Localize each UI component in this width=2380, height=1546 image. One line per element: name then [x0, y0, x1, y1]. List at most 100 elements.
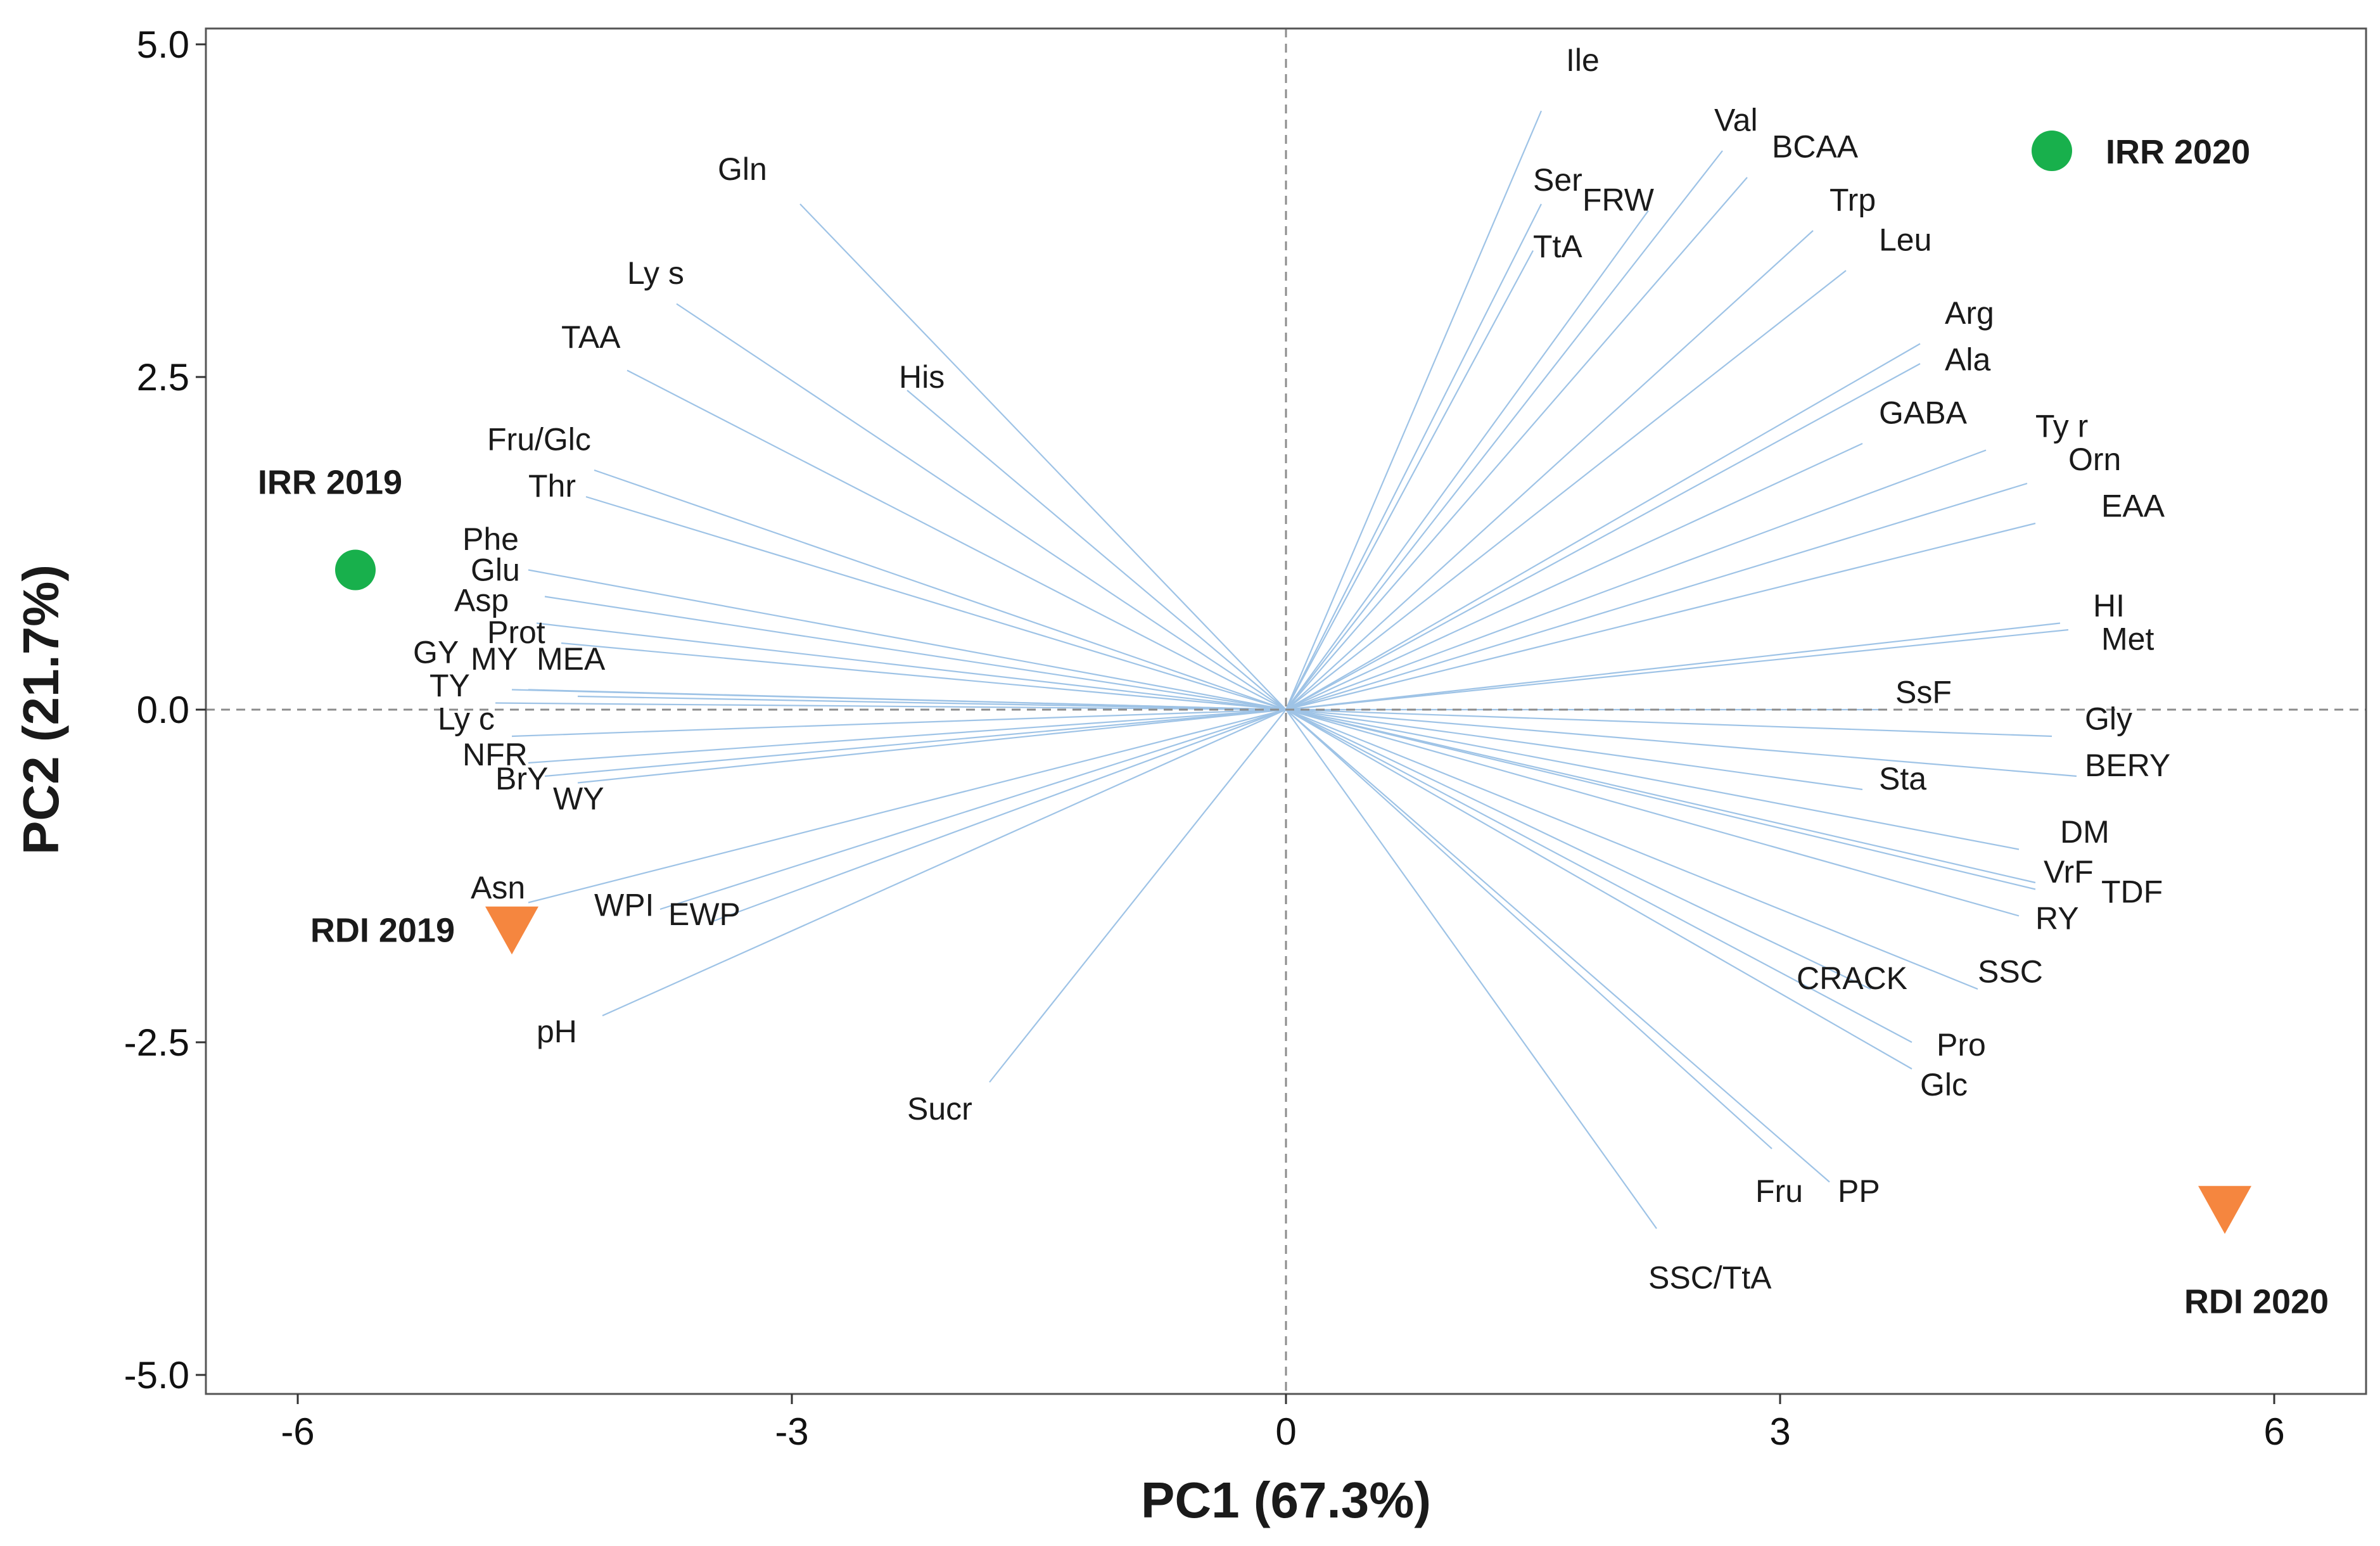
loading-vector-ly-s	[676, 303, 1287, 710]
variable-label-ewp: EWP	[668, 897, 741, 932]
variable-label-ssc-tta: SSC/TtA	[1648, 1260, 1772, 1296]
variable-label-mea: MEA	[537, 641, 606, 677]
variable-label-ly-c: Ly c	[438, 701, 495, 737]
loading-vector-tta	[1285, 250, 1534, 710]
variable-label-gaba: GABA	[1879, 395, 1968, 431]
loading-vector-mea	[577, 695, 1287, 711]
observation-label-rdi-2019: RDI 2019	[310, 912, 455, 950]
loading-vector-hi	[1285, 622, 2061, 711]
variable-label-tta: TtA	[1533, 229, 1582, 264]
variable-label-ty-r: Ty r	[2035, 409, 2088, 444]
loading-vector-asp	[536, 622, 1287, 711]
variable-label-gln: Gln	[718, 151, 767, 187]
loading-vector-sta	[1285, 708, 1863, 791]
variable-label-phe: Phe	[462, 521, 519, 557]
loading-vector-vrf	[1285, 708, 2036, 884]
variable-label-vrf: VrF	[2044, 854, 2094, 890]
variable-label-gy: GY	[413, 635, 459, 670]
loading-vector-glu	[544, 596, 1287, 711]
variable-label-trp: Trp	[1830, 182, 1876, 218]
observation-markers: IRR 2019 IRR 2020 RDI 2019 RDI 2020	[258, 131, 2329, 1321]
variable-label-eaa: EAA	[2101, 489, 2165, 524]
variable-label-frw: FRW	[1582, 182, 1655, 218]
x-tick-label: 6	[2263, 1410, 2284, 1453]
x-tick-label: 0	[1275, 1410, 1296, 1453]
x-tick-label: -6	[281, 1410, 314, 1453]
loading-lines	[495, 110, 2077, 1229]
loading-vector-thr	[585, 495, 1287, 711]
variable-label-sta: Sta	[1879, 761, 1926, 796]
variable-label-fru-glc: Fru/Glc	[487, 422, 591, 457]
loading-vector-ile	[1285, 110, 1543, 710]
variable-label-taa: TAA	[561, 319, 621, 355]
variable-label-pro: Pro	[1937, 1027, 1986, 1063]
loading-vector-ph	[602, 708, 1287, 1017]
loading-vector-arg	[1285, 343, 1921, 710]
loading-vector-ala	[1285, 363, 1921, 710]
loading-vector-ty-r	[1285, 449, 1987, 711]
marker-irr-2020	[2032, 131, 2072, 171]
variable-label-bery: BERY	[2085, 748, 2170, 783]
variable-label-glc: Glc	[1920, 1067, 1968, 1102]
y-tick-label: 5.0	[137, 23, 189, 66]
variable-label-nfr: NFR	[462, 737, 528, 772]
loading-vector-ssc-tta	[1285, 709, 1657, 1229]
loading-vector-glc	[1285, 709, 1912, 1070]
loading-vector-tdf	[1285, 708, 2036, 890]
reference-lines	[206, 29, 2366, 1394]
loading-vector-phe	[528, 569, 1287, 711]
marker-rdi-2019	[485, 906, 538, 955]
loading-vector-wpi	[659, 708, 1287, 910]
y-tick-label: 2.5	[137, 356, 189, 399]
variable-label-wpi: WPI	[594, 888, 654, 923]
loading-vector-nfr	[528, 708, 1287, 764]
observation-label-irr-2020: IRR 2020	[2106, 133, 2250, 171]
variable-label-glu: Glu	[471, 552, 520, 587]
variable-label-ty: TY	[430, 668, 470, 703]
variable-label-ly-s: Ly s	[627, 255, 684, 291]
axis-ticks: -6 -3 0 3 6 5.0 2.5 0.0 -2.5 -5.0	[124, 23, 2285, 1453]
loading-vector-gaba	[1285, 443, 1863, 710]
loading-vector-frw	[1285, 210, 1649, 710]
variable-label-sucr: Sucr	[907, 1091, 972, 1127]
loading-vector-taa	[627, 369, 1287, 710]
loading-vector-ssc	[1285, 708, 1978, 990]
loading-vector-leu	[1285, 270, 1847, 710]
variable-label-met: Met	[2101, 622, 2154, 657]
observation-label-irr-2019: IRR 2019	[258, 464, 402, 502]
loading-vector-ser	[1285, 203, 1542, 710]
variable-label-orn: Orn	[2068, 442, 2121, 477]
loading-vector-bery	[1285, 708, 2077, 777]
variable-label-dm: DM	[2060, 814, 2110, 850]
variable-label-bcaa: BCAA	[1772, 129, 1859, 165]
loading-vector-pro	[1285, 709, 1912, 1043]
loading-vector-gln	[799, 203, 1287, 710]
loading-vector-his	[907, 390, 1287, 710]
variable-label-asn: Asn	[471, 870, 525, 905]
y-tick-label: -5.0	[124, 1354, 189, 1396]
variable-label-arg: Arg	[1945, 295, 1994, 331]
variable-label-ph: pH	[537, 1014, 577, 1049]
variable-label-fru: Fru	[1755, 1173, 1803, 1209]
variable-label-asp: Asp	[454, 583, 509, 618]
variable-label-his: His	[899, 359, 945, 395]
variable-label-hi: HI	[2093, 588, 2125, 623]
variable-label-wy: WY	[553, 781, 604, 817]
x-tick-label: 3	[1769, 1410, 1790, 1453]
loading-vector-ewp	[709, 708, 1287, 924]
loading-vector-bry	[544, 708, 1287, 777]
y-tick-label: -2.5	[124, 1021, 189, 1064]
loading-vector-bcaa	[1285, 177, 1748, 710]
loading-vector-ly-c	[511, 708, 1287, 738]
loading-vector-met	[1285, 629, 2069, 711]
loading-vector-eaa	[1285, 522, 2036, 711]
variable-label-gly: Gly	[2085, 701, 2132, 737]
variable-label-ssf: SsF	[1895, 675, 1952, 710]
x-axis-title: PC1 (67.3%)	[1141, 1472, 1431, 1528]
variable-label-leu: Leu	[1879, 222, 1931, 258]
loading-vector-prot	[561, 642, 1287, 711]
loading-vector-val	[1285, 150, 1723, 710]
y-tick-label: 0.0	[137, 689, 189, 731]
